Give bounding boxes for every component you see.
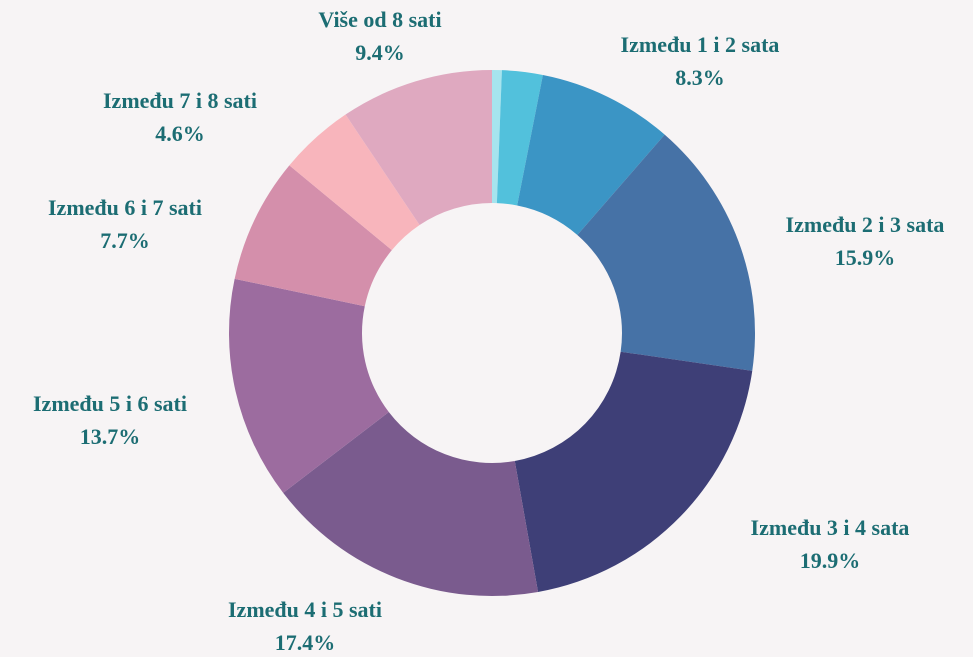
value-label: 8.3% [675, 65, 725, 90]
slice [514, 351, 753, 592]
slice-label: Između 3 i 4 sata [751, 515, 910, 540]
slice [517, 74, 665, 235]
slice [345, 70, 492, 226]
slice [577, 134, 755, 371]
slice [289, 114, 420, 251]
slice [234, 165, 392, 307]
slice [496, 70, 543, 206]
value-label: 4.6% [155, 121, 205, 146]
value-label: 17.4% [275, 630, 336, 655]
slice-label: Između 4 i 5 sati [228, 597, 382, 622]
slice-label: Između 6 i 7 sati [48, 195, 202, 220]
slice [229, 278, 389, 493]
slice-label: Između 2 i 3 sata [786, 212, 945, 237]
value-label: 15.9% [835, 245, 896, 270]
value-label: 19.9% [800, 548, 861, 573]
slice-label: Više od 8 sati [318, 7, 441, 32]
slice [283, 412, 539, 596]
slice [492, 70, 502, 204]
slice-label: Između 1 i 2 sata [621, 32, 780, 57]
value-label: 13.7% [80, 424, 141, 449]
slice-label: Između 7 i 8 sati [103, 88, 257, 113]
slice-label: Između 5 i 6 sati [33, 391, 187, 416]
value-label: 7.7% [100, 228, 150, 253]
value-label: 9.4% [355, 40, 405, 65]
